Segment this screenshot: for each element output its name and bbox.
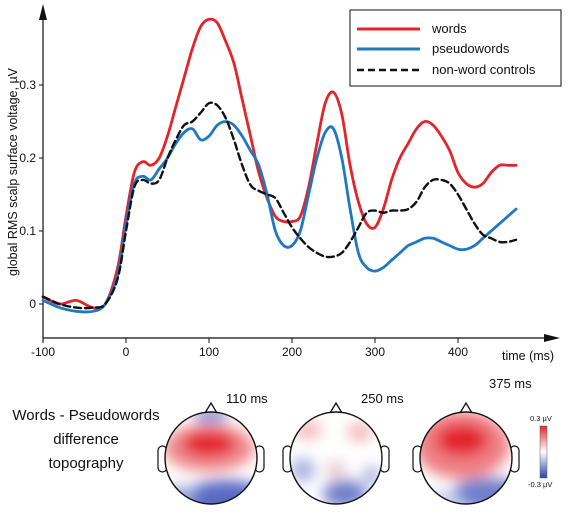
x-tick-label: 400 <box>448 345 468 359</box>
legend: words pseudowords non-word controls <box>349 9 562 87</box>
topo-title-line-1: Words - Pseudowords <box>12 407 159 424</box>
y-tick-label: 0 <box>29 297 36 311</box>
head-nose <box>329 401 343 414</box>
topo-time-3: 375 ms <box>489 376 532 391</box>
legend-label-pseudowords: pseudowords <box>432 41 510 56</box>
topo-map-250ms <box>282 401 390 505</box>
y-axis-label: global RMS scalp surface voltage, µV <box>6 67 20 276</box>
series-line-words <box>41 17 518 310</box>
head-outline <box>419 411 513 505</box>
x-tick-label: 300 <box>365 345 385 359</box>
head-outline <box>164 411 258 505</box>
x-axis-arrow <box>544 334 560 342</box>
legend-label-words: words <box>431 21 467 36</box>
y-tick-label: 0.3 <box>19 78 36 92</box>
series-line-non-word-controls <box>41 101 518 310</box>
color-scale-max: 0.3 µV <box>530 414 552 423</box>
y-tick-label: 0.1 <box>19 224 36 238</box>
y-tick-label: 0.2 <box>19 151 36 165</box>
topo-title-line-2: difference <box>53 431 119 448</box>
topo-map-110ms <box>157 401 265 505</box>
topo-map-375ms <box>412 401 520 505</box>
legend-label-nonword: non-word controls <box>432 62 536 77</box>
x-tick-label: 0 <box>123 345 130 359</box>
x-tick-label: -100 <box>31 345 55 359</box>
head-nose <box>204 401 218 414</box>
y-axis-arrow <box>39 4 47 20</box>
color-scale-min: -0.3 µV <box>528 480 552 489</box>
y-ticks: 0 0.1 0.2 0.3 <box>19 78 43 311</box>
x-axis-label: time (ms) <box>502 349 554 363</box>
head-outline <box>289 411 383 505</box>
series-line-pseudowords <box>41 120 518 314</box>
x-tick-label: 100 <box>199 345 219 359</box>
topo-time-1: 110 ms <box>226 391 268 406</box>
head-nose <box>459 401 473 414</box>
topography-section: Words - Pseudowords difference topograph… <box>12 376 552 505</box>
topo-title-line-3: topography <box>48 455 124 472</box>
color-scale: 0.3 µV -0.3 µV <box>528 414 552 489</box>
chart: -100 0 100 200 300 400 0 0.1 0.2 0.3 time (ms) g… <box>6 4 562 363</box>
topo-time-2: 250 ms <box>361 391 404 406</box>
series-group <box>41 17 518 314</box>
x-ticks: -100 0 100 200 300 400 <box>31 338 468 359</box>
color-scale-bar <box>539 425 548 479</box>
x-tick-label: 200 <box>282 345 302 359</box>
